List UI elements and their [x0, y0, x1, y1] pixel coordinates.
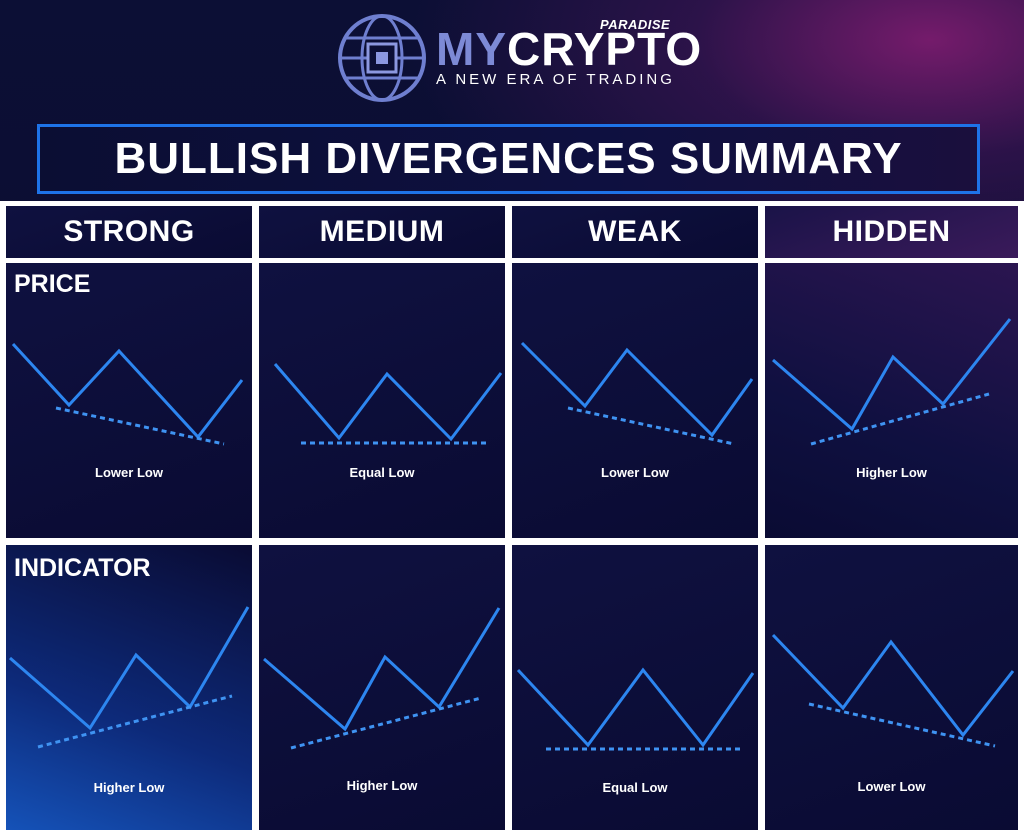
column-header-strong: STRONG	[6, 206, 252, 258]
indicator-line	[263, 607, 501, 732]
globe-chip-icon	[338, 14, 426, 102]
brand-crypto: CRYPTO	[507, 23, 703, 75]
price-cell-hidden: Higher Low	[765, 263, 1018, 538]
indicator-divergence-diagram	[516, 667, 755, 751]
price-line	[772, 318, 1012, 432]
price-line	[273, 363, 503, 442]
trend-line	[55, 406, 225, 446]
column-title: MEDIUM	[319, 215, 445, 248]
trend-line	[810, 392, 990, 446]
row-title-indicator: INDICATOR	[14, 554, 151, 582]
price-label: Equal Low	[349, 465, 415, 480]
row-title-price: PRICE	[14, 270, 91, 298]
indicator-line	[516, 667, 755, 748]
indicator-divergence-diagram	[263, 607, 501, 750]
trend-line	[567, 406, 735, 446]
column-title: STRONG	[63, 215, 195, 248]
indicator-line	[9, 606, 250, 731]
column-header-hidden: HIDDEN	[765, 206, 1018, 258]
brand-tagline: A NEW ERA OF TRADING	[436, 71, 675, 88]
indicator-divergence-diagram	[771, 633, 1015, 748]
indicator-label: Higher Low	[346, 778, 418, 793]
trend-line	[37, 694, 233, 749]
brand-my: MY	[436, 23, 507, 75]
price-divergence-diagram	[273, 363, 503, 445]
column-title: WEAK	[588, 215, 682, 248]
column-header-weak: WEAK	[512, 206, 758, 258]
price-line	[11, 342, 244, 440]
indicator-label: Equal Low	[602, 780, 668, 795]
price-divergence-diagram	[520, 341, 754, 446]
brand-name: MYCRYPTO	[436, 26, 702, 72]
trend-line	[290, 696, 482, 750]
price-cell-strong: PRICE Lower Low	[6, 263, 252, 538]
price-divergence-diagram	[11, 342, 244, 446]
indicator-label: Lower Low	[857, 779, 926, 794]
indicator-cell-weak: Equal Low	[512, 545, 758, 830]
indicator-label: Higher Low	[93, 780, 165, 795]
column-header-medium: MEDIUM	[259, 206, 505, 258]
price-line	[520, 341, 754, 438]
price-cell-medium: Equal Low	[259, 263, 505, 538]
column-title: HIDDEN	[832, 215, 951, 248]
price-label: Higher Low	[856, 465, 927, 480]
indicator-line	[771, 633, 1015, 738]
title-banner: BULLISH DIVERGENCES SUMMARY	[37, 124, 980, 194]
price-divergence-diagram	[772, 318, 1012, 446]
price-label: Lower Low	[95, 465, 163, 480]
page-title: BULLISH DIVERGENCES SUMMARY	[114, 134, 903, 183]
divergence-grid: STRONG MEDIUM WEAK HIDDEN PRICE Lower Lo…	[0, 201, 1024, 836]
indicator-cell-medium: Higher Low	[259, 545, 505, 830]
price-cell-weak: Lower Low	[512, 263, 758, 538]
price-label: Lower Low	[601, 465, 669, 480]
brand-paradise: PARADISE	[600, 17, 671, 32]
indicator-divergence-diagram	[9, 606, 250, 749]
indicator-cell-hidden: Lower Low	[765, 545, 1018, 830]
trend-line	[808, 702, 996, 748]
indicator-cell-strong: INDICATOR Higher Low	[6, 545, 252, 830]
